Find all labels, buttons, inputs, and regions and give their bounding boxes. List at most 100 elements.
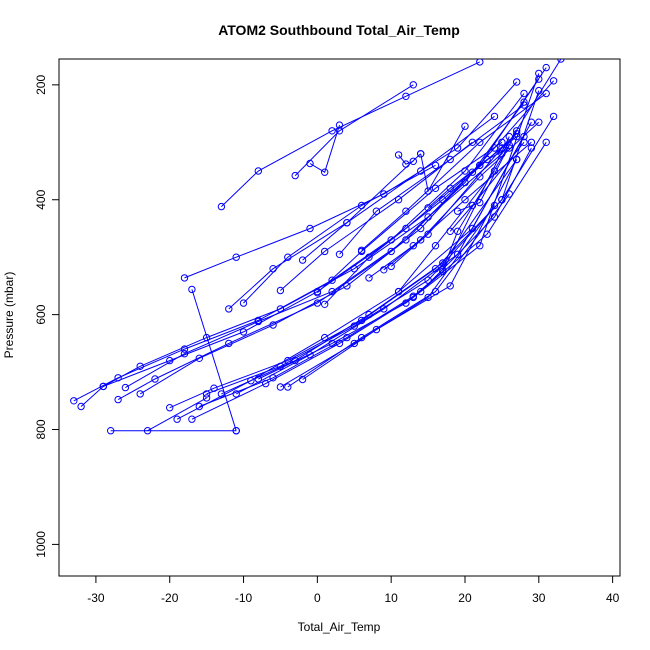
data-point (513, 78, 521, 86)
data-point (549, 112, 558, 121)
series-22 (217, 59, 484, 211)
data-point (136, 362, 144, 370)
data-point (306, 351, 314, 359)
series-line (368, 141, 532, 279)
data-point (453, 227, 462, 236)
data-point (202, 394, 211, 402)
data-point (402, 160, 410, 168)
data-point (535, 69, 543, 78)
data-point (77, 402, 85, 411)
chart-title: ATOM2 Southbound Total_Air_Temp (218, 22, 460, 38)
data-point (446, 227, 454, 236)
data-point (520, 132, 528, 141)
series-15 (232, 132, 528, 398)
data-point (321, 168, 329, 176)
series-line (361, 93, 547, 251)
data-point (490, 144, 499, 152)
series-32 (357, 89, 550, 255)
data-point (188, 285, 196, 294)
data-point (328, 127, 336, 135)
data-point (306, 224, 314, 233)
series-38 (394, 151, 417, 168)
series-line (398, 154, 414, 165)
data-point (431, 242, 440, 250)
data-point (557, 59, 565, 63)
y-tick-label: 1000 (34, 531, 48, 558)
data-point (549, 77, 558, 85)
data-point (505, 190, 513, 198)
series-25 (276, 138, 477, 295)
data-point (357, 246, 366, 255)
data-point (232, 390, 240, 398)
data-point (343, 282, 351, 290)
y-tick-label: 600 (34, 304, 48, 324)
x-axis-label: Total_Air_Temp (298, 620, 381, 634)
data-point (476, 59, 484, 66)
series-line (258, 73, 540, 380)
x-tick-label: 40 (606, 591, 620, 605)
data-point (453, 207, 462, 215)
data-point (276, 286, 285, 295)
series-line (228, 153, 422, 310)
data-point (291, 171, 299, 180)
data-point (535, 86, 543, 95)
data-point (461, 122, 469, 130)
series-line (324, 133, 518, 305)
data-point (180, 350, 189, 358)
data-point (321, 333, 329, 342)
data-point (409, 81, 417, 89)
series-line (472, 147, 510, 173)
data-point (461, 196, 469, 204)
x-tick-label: 0 (314, 591, 321, 605)
data-point (107, 427, 115, 435)
x-tick-label: 20 (458, 591, 472, 605)
data-point (254, 317, 262, 326)
data-point (335, 250, 344, 259)
data-point (188, 415, 196, 423)
series-line (442, 144, 510, 270)
series-24 (239, 161, 440, 307)
data-point (513, 155, 521, 164)
data-point (151, 375, 159, 383)
series-16 (254, 69, 543, 383)
data-point (483, 155, 491, 164)
data-point (394, 196, 403, 204)
data-point (476, 242, 484, 250)
data-point (409, 242, 417, 250)
data-point (70, 397, 78, 405)
data-point (468, 168, 477, 176)
data-point (254, 167, 262, 175)
data-point (306, 159, 314, 168)
series-30 (306, 121, 344, 176)
x-tick-label: 10 (384, 591, 398, 605)
series-line (302, 159, 518, 380)
data-point (232, 253, 240, 261)
data-point (357, 201, 366, 210)
series-line (390, 147, 503, 267)
data-point (535, 75, 543, 83)
data-point (520, 138, 528, 147)
data-point (254, 375, 262, 383)
series-8 (143, 394, 211, 435)
data-point (143, 427, 152, 435)
data-point (446, 282, 454, 290)
data-point (476, 198, 484, 207)
data-point (424, 204, 432, 212)
data-point (476, 138, 484, 147)
series-line (243, 164, 436, 304)
y-tick-label: 400 (34, 189, 48, 209)
data-point (417, 287, 425, 296)
data-point (239, 328, 248, 336)
data-point (402, 236, 410, 244)
data-point (468, 201, 477, 210)
data-point (453, 250, 462, 259)
data-point (269, 321, 277, 329)
series-line (103, 59, 562, 387)
series-line (147, 397, 207, 432)
data-point (513, 127, 521, 135)
data-point (284, 383, 292, 391)
data-point (284, 253, 292, 261)
data-point (431, 161, 440, 170)
data-point (343, 219, 351, 227)
